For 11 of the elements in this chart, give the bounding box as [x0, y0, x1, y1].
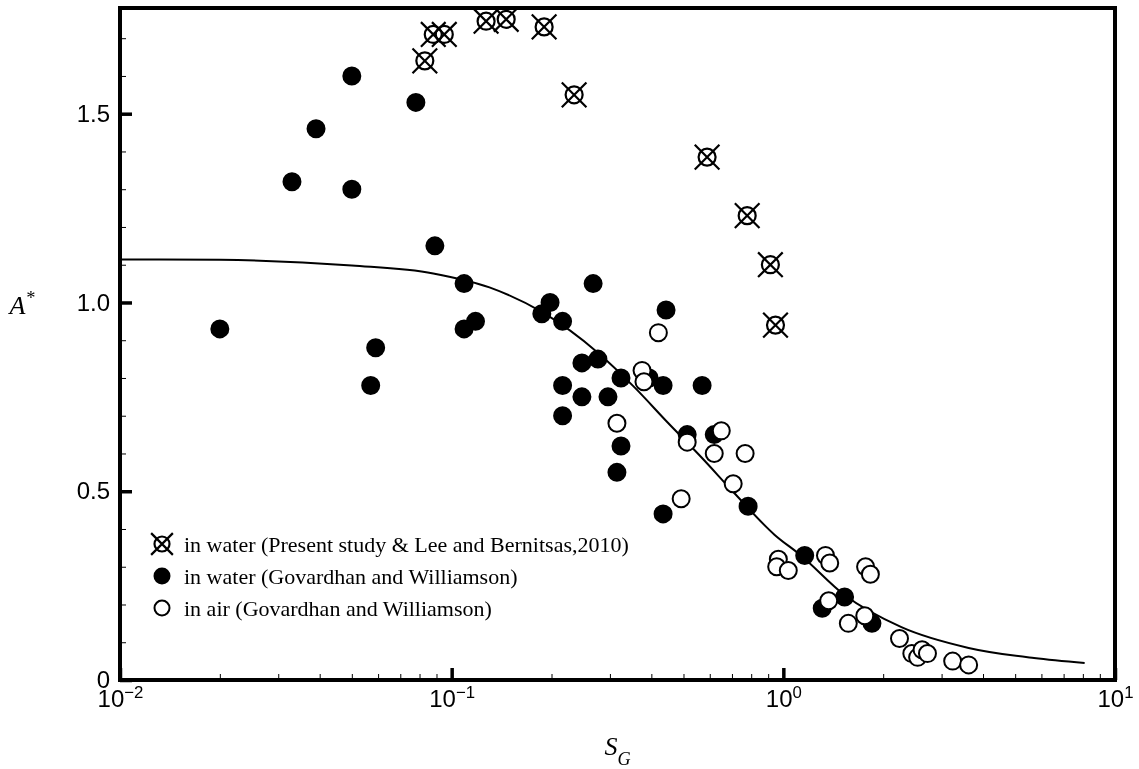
- y-tick-label: 1.5: [76, 99, 110, 127]
- y-axis-title: A$^{*}$: [7, 287, 36, 320]
- y-tick-label: 1.0: [76, 288, 110, 316]
- x-tick-label: 10$^{1}$: [1097, 682, 1134, 713]
- legend-label: in water (Present study & Lee and Bernitsas,2010): [184, 532, 629, 557]
- x-axis-title: S$_{G}$: [604, 732, 631, 769]
- legend-label: in water (Govardhan and Williamson): [184, 564, 518, 589]
- y-tick-label: 0.5: [76, 477, 110, 505]
- x-tick-label: 10$^{0}$: [765, 682, 802, 713]
- legend-label: in air (Govardhan and Williamson): [184, 596, 492, 621]
- x-tick-label: 10$^{−1}$: [429, 682, 476, 713]
